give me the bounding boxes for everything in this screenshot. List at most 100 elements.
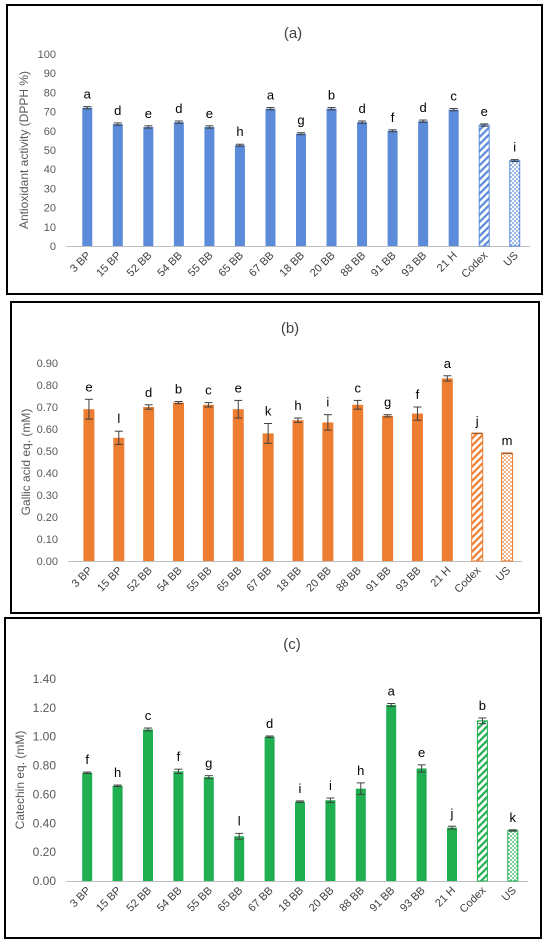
bar-65-bb [232,409,244,561]
x-tick-label: 20 BB [307,885,337,915]
significance-label: h [294,398,301,413]
bar-88-bb [352,404,364,561]
x-tick-label: 15 BP [94,250,124,280]
y-axis-title: Catechin eq. (mM) [13,731,27,830]
bar-3-bp [82,772,93,881]
x-tick-label: 54 BB [155,565,185,595]
bar-54-bb [173,771,184,881]
significance-label: f [391,110,395,125]
x-tick-label: 67 BB [247,250,277,280]
x-tick-label: 93 BB [400,250,430,280]
bar-3-bp [82,107,93,246]
bar-52-bb [143,729,153,881]
significance-label: j [450,806,454,821]
y-tick-label: 0.60 [33,787,57,801]
significance-label: f [85,752,89,767]
significance-label: l [238,813,241,828]
bar-18-bb [296,133,306,246]
x-tick-label: 3 BP [70,565,95,590]
bar-21-h [448,109,459,247]
significance-label: a [388,684,396,699]
y-tick-label: 0.80 [37,380,58,392]
bar-20-bb [325,800,336,881]
y-tick-label: 0.30 [37,490,58,502]
bar-55-bb [203,777,214,881]
x-tick-label: 52 BB [125,250,155,280]
x-tick-label: Codex [459,249,490,280]
x-tick-label: 67 BB [245,565,275,595]
bar-93-bb [411,413,423,561]
x-tick-label: 54 BB [155,885,185,915]
significance-label: h [357,763,364,778]
x-tick-label: 91 BB [369,250,399,280]
bar-21-h [441,378,453,561]
bar-52-bb [143,407,155,561]
significance-label: c [205,383,212,398]
x-tick-label: 20 BB [308,250,338,280]
significance-label: g [205,756,212,771]
y-tick-label: 70 [44,107,56,119]
significance-label: i [326,395,329,410]
significance-label: d [114,103,121,118]
bar-codex [476,720,488,882]
significance-label: b [328,88,335,103]
y-axis-title: Antioxidant activity (DPPH %) [17,71,31,229]
y-tick-label: 20 [44,203,56,215]
x-tick-label: 55 BB [185,565,215,595]
x-tick-label: 65 BB [215,565,245,595]
y-tick-label: 10 [44,222,56,234]
x-tick-label: 3 BP [68,250,93,275]
x-tick-label: 91 BB [368,885,398,915]
panel-label: (a) [284,25,302,42]
significance-label: e [481,104,488,119]
significance-label: m [502,433,513,448]
y-tick-label: 0.50 [37,446,58,458]
chart-panel-c: (c) Catechin eq. (mM) 0.00 0.20 0.40 0.60 0.80… [4,617,542,939]
bar-65-bb [234,836,245,881]
significance-label: d [145,385,152,400]
x-tick-label: US [494,565,513,584]
bar-93-bb [418,121,429,246]
y-tick-label: 90 [44,68,56,80]
x-tick-label: 21 H [435,250,460,275]
significance-label: e [85,379,92,394]
bar-codex [471,432,484,562]
significance-label: e [418,745,425,760]
x-tick-label: 88 BB [334,565,364,595]
significance-label: d [175,101,182,116]
x-tick-label: Codex [458,884,489,915]
bar-55-bb [202,404,214,561]
bar-15-bp [112,124,123,246]
x-tick-label: 55 BB [186,250,216,280]
x-tick-label: 18 BB [277,250,307,280]
significance-label: i [299,781,302,796]
significance-label: g [384,395,391,410]
significance-label: d [266,716,273,731]
significance-label: i [329,778,332,793]
significance-label: k [265,404,272,419]
x-tick-label: 3 BP [68,885,93,910]
bar-21-h [447,827,457,881]
significance-label: e [145,106,152,121]
chart-c-svg: (c) Catechin eq. (mM) 0.00 0.20 0.40 0.60 0.80… [13,636,528,916]
significance-label: b [175,382,182,397]
significance-label: c [145,708,152,723]
bar-us [507,830,519,882]
x-tick-label: 88 BB [339,250,369,280]
y-tick-label: 0.90 [37,358,58,370]
chart-panel-b: (b) Gallic acid eq. (mM) 0.00 0.10 0.20 0.30 0… [10,301,540,614]
bar-55-bb [204,126,215,246]
x-tick-label: 55 BB [185,885,215,915]
significance-label: d [420,100,427,115]
significance-label: e [206,106,213,121]
y-tick-label: 40 [44,164,56,176]
bar-91-bb [382,415,394,561]
significance-label: i [513,140,516,155]
x-tick-label: 18 BB [276,885,306,915]
bar-91-bb [386,704,397,881]
bar-18-bb [295,801,305,881]
significance-label: k [510,810,517,825]
x-tick-label: 15 BP [94,885,124,915]
bar-52-bb [143,126,154,246]
